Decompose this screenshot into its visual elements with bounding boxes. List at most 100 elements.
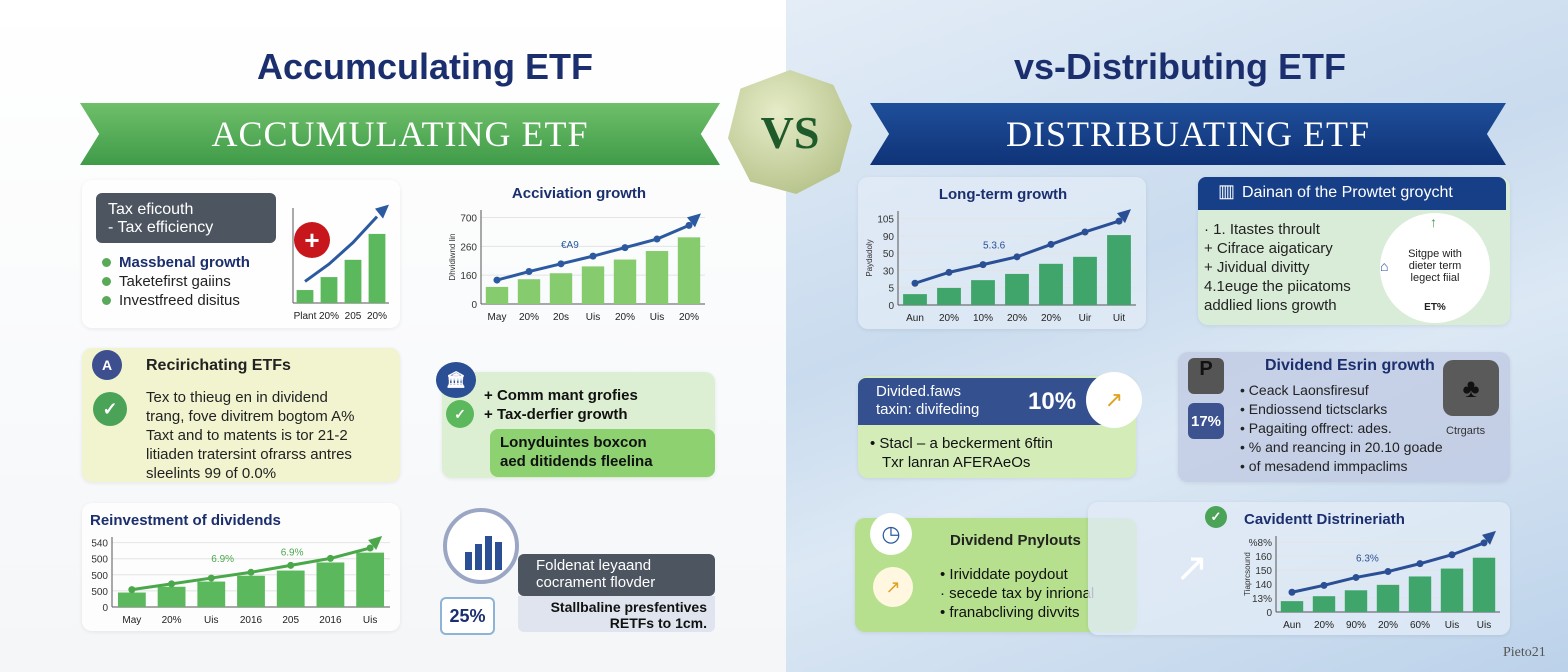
- list-item: + Comm mant grofies: [484, 387, 638, 404]
- recirc-text: Tex to thieug en in dividend trang, fove …: [146, 389, 355, 482]
- trend-point: [1081, 228, 1089, 236]
- bar-chart-icon: ▥: [1218, 181, 1236, 201]
- mini-growth-chart: Plant 20% 205 20%: [285, 200, 397, 325]
- trend-point: [1416, 560, 1424, 568]
- x-tick-label: 205: [345, 311, 362, 322]
- long-term-growth-chart: Long-term growth Paydadoly 0 5 30 50 90 105 Aun 2…: [862, 179, 1144, 327]
- x-tick-label: Uis: [586, 312, 600, 323]
- list-item: + Tax-derfier growth: [484, 406, 628, 423]
- puzzle-icon: ♣: [1443, 360, 1499, 416]
- preferences-box: Stallbaline presfentives RETFs to 1cm.: [518, 596, 715, 632]
- bar: [316, 562, 345, 607]
- trend-point: [493, 276, 501, 284]
- x-tick-label: 20%: [1378, 620, 1398, 631]
- bar: [1376, 584, 1400, 612]
- arrow-head-icon: [1482, 530, 1496, 545]
- bar: [549, 273, 573, 304]
- x-tick-label: 20%: [679, 312, 699, 323]
- y-tick-label: 500: [91, 587, 108, 598]
- trend-point: [911, 279, 919, 287]
- arrow-up-icon: ↑: [1430, 214, 1437, 230]
- bar: [971, 280, 995, 305]
- bar: [903, 294, 927, 305]
- plus-icon: +: [294, 222, 330, 258]
- divided-text: • Stacl – a beckerment 6ftin Txr lanran A…: [870, 435, 1053, 471]
- etf-circle-diagram: Sitgpe with dieter term legect fiial ET%: [1380, 213, 1490, 323]
- growth-list: + Comm mant grofies + Tax-derfier growth: [484, 386, 638, 424]
- y-tick-label: 105: [877, 215, 894, 226]
- y-tick-label: 540: [91, 539, 108, 550]
- y-tick-label: 500: [91, 555, 108, 566]
- payouts-list: • Irividdate poydout · secede tax by inri…: [940, 566, 1095, 621]
- building-growth-icon: ↗: [1175, 546, 1209, 590]
- y-axis-label: Dhvidiwnd lin: [448, 233, 457, 280]
- bar: [1312, 596, 1336, 612]
- y-tick-label: 160: [460, 271, 477, 282]
- y-tick-label: 160: [1255, 552, 1272, 563]
- chart-svg: Acciviation growth Dhvidiwnd lin 0 160 260 70…: [448, 185, 705, 323]
- reinvestment-card: [82, 503, 400, 631]
- trend-point: [589, 252, 597, 260]
- percentage-badge: 25%: [440, 597, 495, 635]
- x-tick-label: 20%: [1007, 313, 1027, 324]
- payouts-title: Dividend Pnylouts: [950, 532, 1081, 549]
- bar: [1472, 557, 1496, 612]
- bar: [1280, 601, 1304, 612]
- bar: [276, 570, 305, 607]
- distributing-ribbon: DISTRIBUATING ETF: [870, 103, 1506, 165]
- y-tick-label: 50: [883, 249, 895, 260]
- trend-point: [1480, 539, 1488, 547]
- x-tick-label: 90%: [1346, 620, 1366, 631]
- y-tick-label: 0: [888, 301, 894, 312]
- arrow-head-icon: [368, 535, 383, 550]
- y-tick-label: 260: [460, 242, 477, 253]
- trend-point: [621, 244, 629, 252]
- bar: [581, 266, 605, 304]
- bar: [1107, 235, 1131, 305]
- x-tick-label: Uis: [1477, 620, 1491, 631]
- y-tick-label: 5: [888, 284, 894, 295]
- x-tick-label: Uir: [1079, 313, 1092, 324]
- bar: [1344, 590, 1368, 612]
- trend-point: [1013, 253, 1021, 261]
- esrin-title: Dividend Esrin growth: [1265, 357, 1435, 374]
- bar: [1073, 256, 1097, 305]
- accumulating-ribbon: ACCUMULATING ETF: [80, 103, 720, 165]
- y-tick-label: 0: [102, 603, 108, 614]
- x-tick-label: 20%: [319, 311, 339, 322]
- list-item: Investfreed disitus: [102, 291, 250, 310]
- trend-point: [168, 580, 176, 588]
- x-tick-label: May: [122, 615, 141, 626]
- x-tick-label: 20%: [1314, 620, 1334, 631]
- y-tick-label: 0: [1266, 608, 1272, 619]
- trend-point: [247, 568, 255, 576]
- tax-efficiency-box: Tax eficouth - Tax efficiency: [96, 193, 276, 243]
- trend-point: [1352, 573, 1360, 581]
- chart-svg: Long-term growth Paydadoly 0 5 30 50 90 105 Aun 2…: [865, 186, 1136, 324]
- tax-line-2: - Tax efficiency: [108, 219, 214, 236]
- x-tick-label: May: [488, 312, 507, 323]
- bar: [237, 575, 265, 607]
- divided-header: Divided.faws taxin: divifeding: [858, 378, 1106, 425]
- esrin-percentage: 17%: [1188, 403, 1224, 439]
- x-tick-label: Uis: [363, 615, 377, 626]
- y-axis-label: Paydadoly: [865, 239, 874, 276]
- chart-svg: Plant 20% 205 20%: [292, 204, 389, 322]
- cavident-chart: Cavidentt Distrineriath Tiaprcsound 0 13% 14…: [1240, 504, 1508, 634]
- bar: [613, 259, 637, 304]
- bar: [1440, 568, 1464, 612]
- chart-title: Acciviation growth: [512, 185, 646, 202]
- trend-point: [1047, 240, 1055, 248]
- annotation: €A9: [561, 240, 579, 251]
- annotation: 6.9%: [281, 547, 304, 558]
- bullet-icon: [102, 296, 111, 305]
- acciviation-growth-chart: Acciviation growth Dhvidiwnd lin 0 160 260 70…: [445, 178, 713, 326]
- x-tick-label: Aun: [906, 313, 924, 324]
- recirichating-card: [82, 348, 400, 482]
- y-tick-label: 30: [883, 266, 895, 277]
- check-icon: ✓: [1205, 506, 1227, 528]
- left-title: Accumculating ETF: [256, 46, 594, 87]
- bar: [645, 251, 669, 304]
- growth-arrow-icon: ↗: [1086, 372, 1142, 428]
- annotation: 6.9%: [211, 554, 234, 565]
